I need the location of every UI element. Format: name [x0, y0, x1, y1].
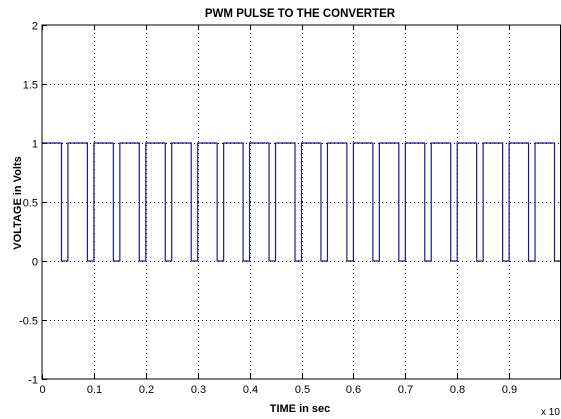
x-axis-multiplier: x 10	[541, 407, 560, 418]
y-tick-label: 1.5	[23, 80, 38, 92]
y-tick-label: -1	[28, 375, 38, 387]
x-tick-labels: 0 0.1 0.2 0.3 0.4 0.5 0.6 0.7 0.8 0.9	[39, 384, 517, 396]
y-axis-label: VOLTAGE in Volts	[12, 156, 24, 250]
x-tick-label: 0.5	[295, 384, 310, 396]
x-tick-label: 0.1	[87, 384, 102, 396]
y-tick-label: 2	[32, 21, 38, 33]
y-tick-labels: -1 -0.5 0 0.5 1 1.5 2	[19, 21, 38, 387]
y-tick-label: 0.5	[23, 198, 38, 210]
plot-series	[42, 142, 561, 262]
x-tick-label: 0	[39, 384, 45, 396]
x-tick-label: 0.9	[502, 384, 517, 396]
y-tick-label: 0	[32, 257, 38, 269]
x-tick-label: 0.8	[450, 384, 465, 396]
x-axis-label: TIME in sec	[270, 403, 331, 415]
x-tick-label: 0.4	[243, 384, 258, 396]
x-tick-label: 0.2	[139, 384, 154, 396]
pwm-series-line	[42, 142, 561, 262]
y-tick-label: -0.5	[19, 316, 38, 328]
x-tick-label: 0.6	[346, 384, 361, 396]
x-tick-label: 0.3	[191, 384, 206, 396]
chart-title: PWM PULSE TO THE CONVERTER	[205, 8, 396, 20]
x-tick-label: 0.7	[398, 384, 413, 396]
y-tick-label: 1	[32, 139, 38, 151]
